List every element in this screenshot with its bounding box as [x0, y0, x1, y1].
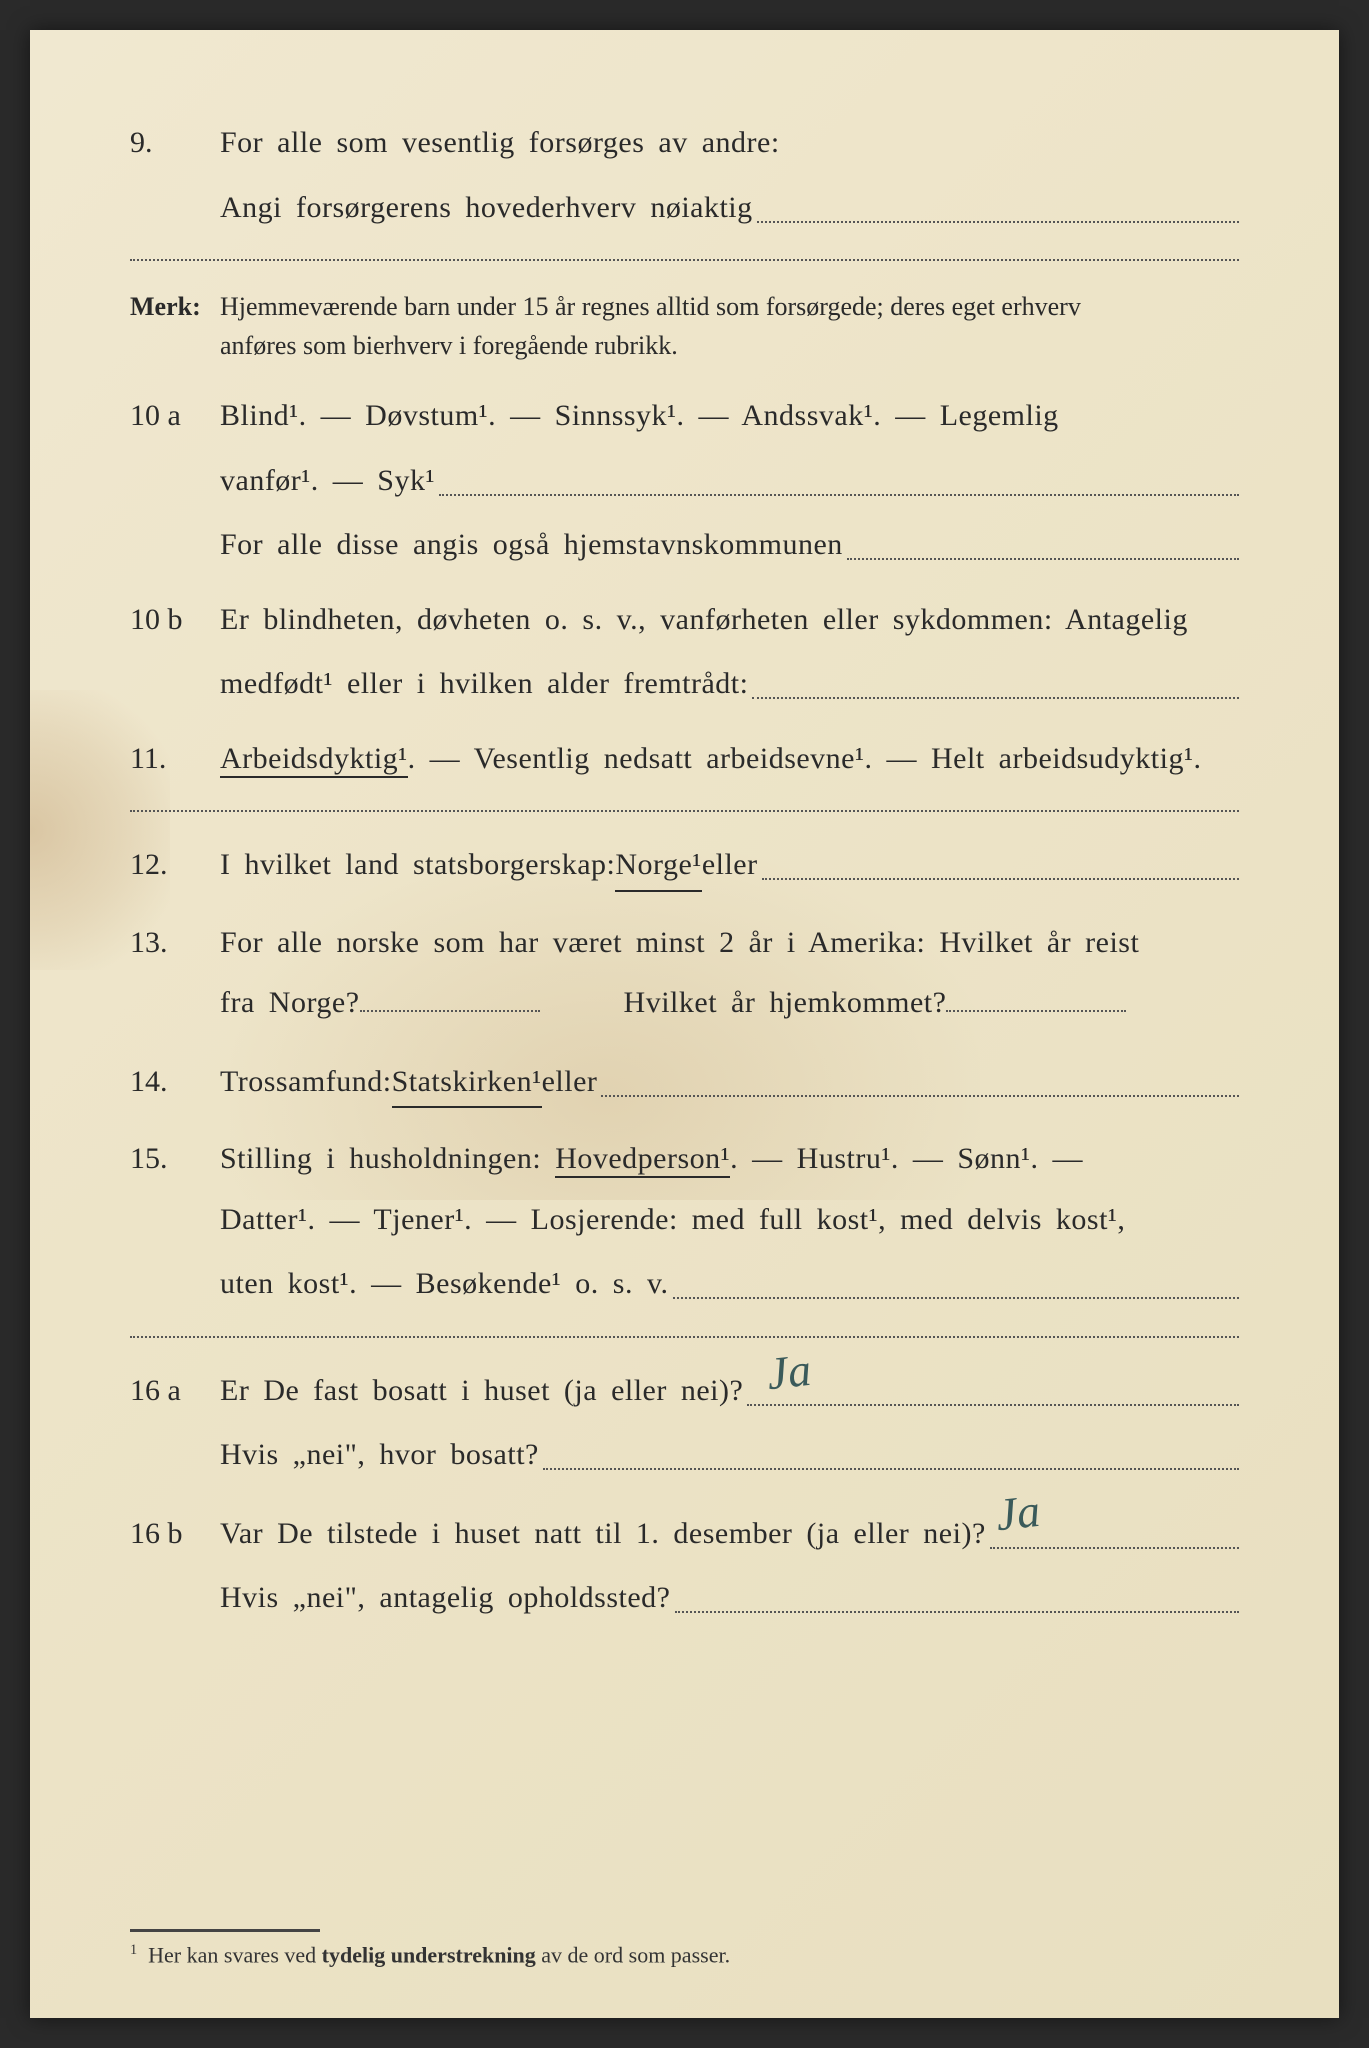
q16b-blank2 — [675, 1577, 1240, 1613]
divider-after-15 — [130, 1336, 1239, 1338]
question-15: 15. Stilling i husholdningen: Hovedperso… — [130, 1136, 1239, 1308]
footnote-rule — [130, 1929, 320, 1932]
q13-number: 13. — [130, 920, 220, 967]
q12-number: 12. — [130, 842, 220, 889]
q16b-line2-text: Hvis „nei", antagelig opholdssted? — [220, 1575, 671, 1622]
footnote-c: av de ord som passer. — [536, 1942, 730, 1967]
footnote-a: Her kan svares ved — [148, 1942, 322, 1967]
q15-line1: Stilling i husholdningen: Hovedperson¹. … — [220, 1136, 1239, 1183]
document-page: 9. For alle som vesentlig forsørges av a… — [30, 30, 1339, 2018]
q10a-blank1 — [439, 460, 1239, 496]
q16a-handwritten: Ja — [764, 1333, 816, 1409]
form-content: 9. For alle som vesentlig forsørges av a… — [130, 120, 1239, 1622]
q16a-blank2 — [543, 1434, 1239, 1470]
q15-line2: Datter¹. — Tjener¹. — Losjerende: med fu… — [220, 1197, 1239, 1244]
q10b-line1: Er blindheten, døvheten o. s. v., vanfør… — [220, 597, 1239, 644]
q9-line2: Angi forsørgerens hovederhverv nøiaktig — [220, 181, 1239, 232]
q14-b: eller — [542, 1059, 598, 1106]
q16b-line2: Hvis „nei", antagelig opholdssted? — [220, 1571, 1239, 1622]
q14-a: Trossamfund: — [220, 1059, 392, 1106]
q16a-number: 16 a — [130, 1368, 220, 1415]
q15-number: 15. — [130, 1136, 220, 1183]
merk-text-a: Hjemmeværende barn under 15 år regnes al… — [220, 292, 1081, 321]
q10a-line3-text: For alle disse angis også hjemstavnskomm… — [220, 522, 843, 569]
q10b-number: 10 b — [130, 597, 220, 644]
q9-body: For alle som vesentlig forsørges av andr… — [220, 120, 1239, 231]
q15-a: Stilling i husholdningen: — [220, 1142, 555, 1175]
q16a-body: Er De fast bosatt i huset (ja eller nei)… — [220, 1364, 1239, 1479]
q12-body: I hvilket land statsborgerskap: Norge¹ e… — [220, 838, 1239, 892]
question-13: 13. For alle norske som har været minst … — [130, 920, 1239, 1027]
q13-body: For alle norske som har været minst 2 år… — [220, 920, 1239, 1027]
q10a-line2: vanfør¹. — Syk¹ — [220, 454, 1239, 505]
question-9: 9. For alle som vesentlig forsørges av a… — [130, 120, 1239, 231]
q16b-line1: Var De tilstede i huset natt til 1. dese… — [220, 1507, 1239, 1558]
q13-blank1 — [360, 1010, 540, 1012]
q10a-blank2 — [847, 524, 1239, 560]
q10a-line3: For alle disse angis også hjemstavnskomm… — [220, 518, 1239, 569]
q12-u: Norge¹ — [615, 842, 701, 892]
q16a-line2-text: Hvis „nei", hvor bosatt? — [220, 1432, 539, 1479]
q15-u: Hovedperson¹ — [555, 1142, 730, 1178]
q12-a: I hvilket land statsborgerskap: — [220, 842, 615, 889]
question-12: 12. I hvilket land statsborgerskap: Norg… — [130, 838, 1239, 892]
q15-body: Stilling i husholdningen: Hovedperson¹. … — [220, 1136, 1239, 1308]
note-merk: Merk: Hjemmeværende barn under 15 år reg… — [130, 287, 1239, 365]
question-14: 14. Trossamfund: Statskirken¹ eller — [130, 1055, 1239, 1109]
merk-label: Merk: — [130, 287, 220, 365]
q13-blank2 — [946, 1010, 1126, 1012]
q10b-body: Er blindheten, døvheten o. s. v., vanfør… — [220, 597, 1239, 708]
q16a-line2: Hvis „nei", hvor bosatt? — [220, 1428, 1239, 1479]
divider-after-11 — [130, 810, 1239, 812]
q16b-answer-field: Ja — [990, 1513, 1239, 1549]
q16b-number: 16 b — [130, 1511, 220, 1558]
q13-line1: For alle norske som har været minst 2 år… — [220, 920, 1239, 967]
q14-blank — [601, 1061, 1239, 1097]
question-10b: 10 b Er blindheten, døvheten o. s. v., v… — [130, 597, 1239, 708]
question-11: 11. Arbeidsdyktig¹. — Vesentlig nedsatt … — [130, 736, 1239, 783]
merk-text-b: anføres som bierhverv i foregående rubri… — [220, 331, 678, 360]
footnote-sup: 1 — [130, 1942, 137, 1958]
q10a-body: Blind¹. — Døvstum¹. — Sinnssyk¹. — Andss… — [220, 393, 1239, 569]
q9-blank — [757, 187, 1239, 223]
q10a-opts2: vanfør¹. — Syk¹ — [220, 458, 435, 505]
q16a-answer-field: Ja — [747, 1370, 1239, 1406]
q14-number: 14. — [130, 1059, 220, 1106]
q10b-blank — [752, 663, 1239, 699]
merk-body: Hjemmeværende barn under 15 år regnes al… — [220, 287, 1239, 365]
divider-after-9 — [130, 259, 1239, 261]
q11-opt1: Arbeidsdyktig¹ — [220, 742, 408, 778]
q10a-number: 10 a — [130, 393, 220, 440]
q10a-opts: Blind¹. — Døvstum¹. — Sinnssyk¹. — Andss… — [220, 393, 1239, 440]
q11-rest: . — Vesentlig nedsatt arbeidsevne¹. — He… — [408, 742, 1202, 775]
q15-line3: uten kost¹. — Besøkende¹ o. s. v. — [220, 1257, 1239, 1308]
q13-line2-a: fra Norge? — [220, 986, 360, 1019]
q16b-line1-text: Var De tilstede i huset natt til 1. dese… — [220, 1511, 986, 1558]
q15-blank — [673, 1263, 1239, 1299]
question-10a: 10 a Blind¹. — Døvstum¹. — Sinnssyk¹. — … — [130, 393, 1239, 569]
q9-number: 9. — [130, 120, 220, 167]
q16a-line1: Er De fast bosatt i huset (ja eller nei)… — [220, 1364, 1239, 1415]
q11-number: 11. — [130, 736, 220, 783]
q10b-line2-text: medfødt¹ eller i hvilken alder fremtrådt… — [220, 661, 748, 708]
q12-blank — [762, 844, 1239, 880]
q15-line3-text: uten kost¹. — Besøkende¹ o. s. v. — [220, 1261, 669, 1308]
q16b-body: Var De tilstede i huset natt til 1. dese… — [220, 1507, 1239, 1622]
q16a-line1-text: Er De fast bosatt i huset (ja eller nei)… — [220, 1368, 743, 1415]
footnote-b: tydelig understrekning — [322, 1942, 536, 1967]
q11-body: Arbeidsdyktig¹. — Vesentlig nedsatt arbe… — [220, 736, 1239, 783]
q10b-line2: medfødt¹ eller i hvilken alder fremtrådt… — [220, 657, 1239, 708]
q12-b: eller — [702, 842, 758, 889]
q15-b: . — Hustru¹. — Sønn¹. — — [730, 1142, 1083, 1175]
q13-line2: fra Norge? Hvilket år hjemkommet? — [220, 980, 1239, 1027]
q9-line2-text: Angi forsørgerens hovederhverv nøiaktig — [220, 185, 753, 232]
question-16b: 16 b Var De tilstede i huset natt til 1.… — [130, 1507, 1239, 1622]
q9-line1: For alle som vesentlig forsørges av andr… — [220, 120, 1239, 167]
q16b-handwritten: Ja — [992, 1474, 1044, 1550]
q13-line2-b: Hvilket år hjemkommet? — [624, 986, 947, 1019]
footnote: 1 Her kan svares ved tydelig understrekn… — [130, 1929, 730, 1968]
question-16a: 16 a Er De fast bosatt i huset (ja eller… — [130, 1364, 1239, 1479]
q14-u: Statskirken¹ — [392, 1059, 542, 1109]
q14-body: Trossamfund: Statskirken¹ eller — [220, 1055, 1239, 1109]
